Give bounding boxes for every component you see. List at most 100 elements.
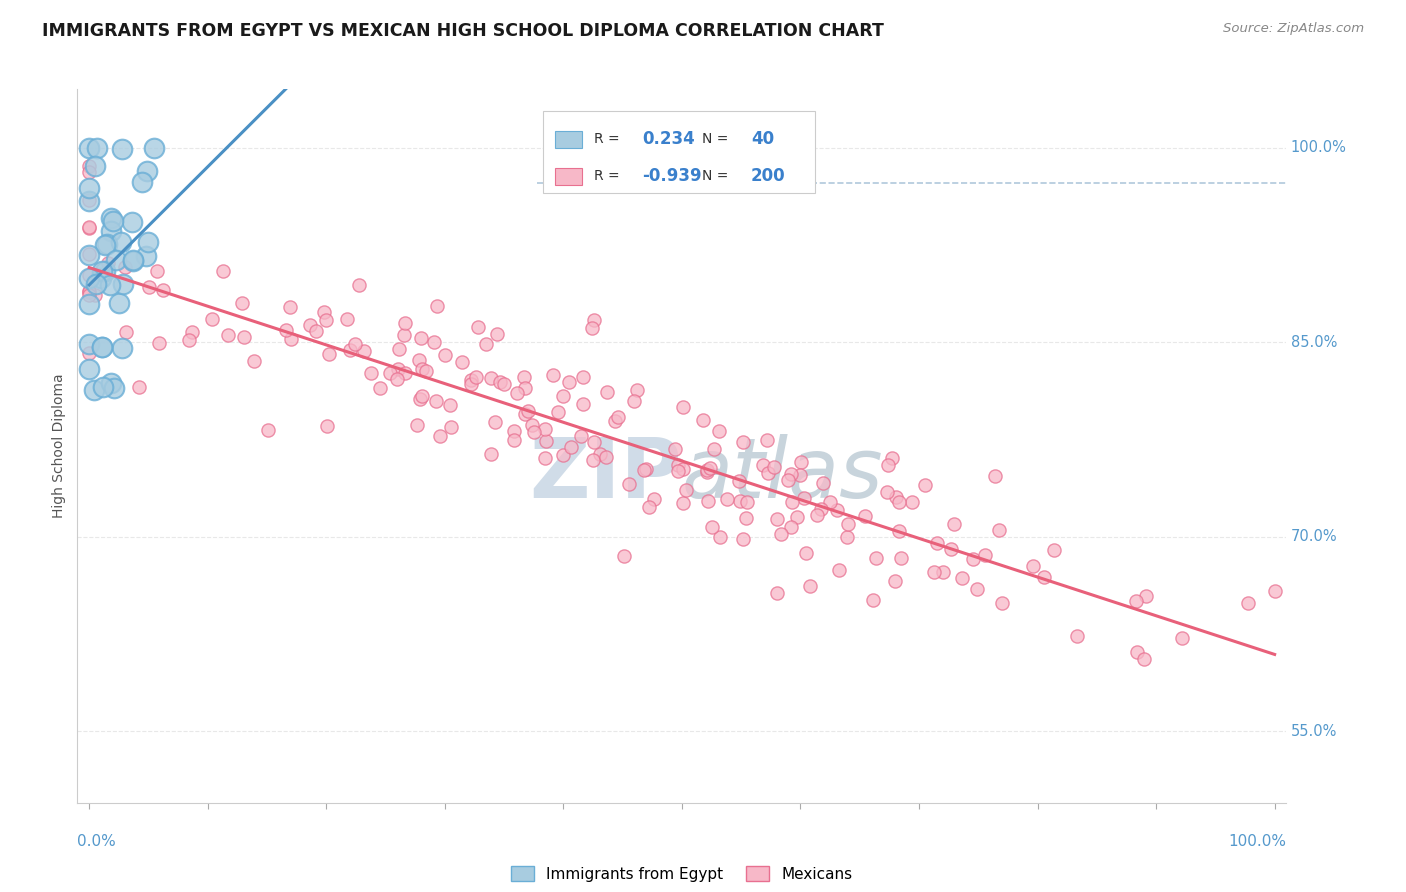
FancyBboxPatch shape: [555, 168, 582, 185]
Text: 70.0%: 70.0%: [1291, 529, 1337, 544]
Point: [394, 316, 416, 330]
Point: [1126, 645, 1149, 659]
Point: [637, 500, 659, 514]
Point: [988, 523, 1011, 537]
Text: 85.0%: 85.0%: [1291, 334, 1337, 350]
Text: ZIP: ZIP: [530, 434, 682, 515]
FancyBboxPatch shape: [543, 111, 815, 193]
Point: [111, 341, 134, 355]
Point: [533, 422, 555, 436]
Text: -0.939: -0.939: [643, 168, 702, 186]
Point: [460, 376, 482, 391]
Point: [122, 254, 145, 268]
Text: N =: N =: [703, 169, 733, 183]
Point: [925, 535, 948, 549]
Point: [474, 337, 496, 351]
Point: [707, 424, 730, 438]
Text: 40: 40: [751, 130, 773, 148]
Point: [558, 375, 581, 389]
Point: [177, 334, 200, 348]
Point: [666, 464, 689, 478]
Point: [114, 325, 136, 339]
Point: [778, 473, 800, 487]
Point: [595, 450, 617, 464]
Text: 55.0%: 55.0%: [1291, 724, 1337, 739]
Point: [1264, 583, 1286, 598]
Point: [411, 388, 433, 402]
Point: [828, 563, 851, 577]
Point: [148, 335, 170, 350]
Point: [97, 256, 120, 270]
Point: [889, 494, 911, 508]
Point: [755, 434, 778, 448]
Point: [280, 332, 302, 346]
Point: [392, 328, 415, 343]
Point: [100, 224, 122, 238]
Point: [890, 550, 912, 565]
Point: [735, 495, 758, 509]
Point: [675, 483, 697, 498]
Point: [607, 409, 630, 424]
Point: [703, 442, 725, 457]
Point: [131, 176, 153, 190]
Point: [596, 385, 619, 400]
Point: [451, 355, 474, 369]
Point: [83, 383, 105, 397]
Point: [696, 463, 718, 477]
Point: [233, 330, 256, 344]
Point: [336, 312, 359, 326]
Point: [429, 429, 451, 443]
Point: [617, 477, 640, 491]
Point: [520, 417, 543, 432]
Text: IMMIGRANTS FROM EGYPT VS MEXICAN HIGH SCHOOL DIPLOMA CORRELATION CHART: IMMIGRANTS FROM EGYPT VS MEXICAN HIGH SC…: [42, 22, 884, 40]
Point: [634, 462, 657, 476]
Point: [780, 520, 803, 534]
Point: [1043, 543, 1066, 558]
Point: [77, 271, 100, 285]
Point: [305, 324, 328, 338]
Point: [1171, 631, 1194, 645]
Point: [876, 458, 898, 473]
Point: [77, 336, 100, 351]
Point: [666, 458, 689, 472]
Point: [94, 264, 117, 278]
Point: [513, 370, 536, 384]
Point: [86, 140, 108, 154]
Point: [523, 425, 546, 439]
Point: [77, 247, 100, 261]
Point: [696, 494, 718, 508]
Point: [942, 516, 965, 531]
Point: [887, 524, 910, 539]
Point: [810, 502, 832, 516]
Point: [77, 288, 100, 302]
Point: [551, 448, 574, 462]
Point: [114, 260, 136, 275]
Point: [672, 462, 695, 476]
Point: [91, 264, 114, 278]
Point: [762, 460, 785, 475]
Point: [588, 447, 610, 461]
Point: [582, 453, 605, 467]
Point: [966, 582, 988, 596]
Point: [426, 299, 449, 313]
Point: [90, 271, 112, 285]
Point: [318, 347, 340, 361]
Point: [465, 370, 488, 384]
Point: [274, 323, 297, 337]
Point: [672, 496, 695, 510]
Point: [818, 495, 841, 509]
Y-axis label: High School Diploma: High School Diploma: [52, 374, 66, 518]
Point: [77, 221, 100, 235]
Text: 0.234: 0.234: [643, 130, 695, 148]
Point: [536, 434, 558, 448]
Point: [77, 181, 100, 195]
Point: [387, 372, 409, 386]
Point: [423, 334, 446, 349]
Point: [734, 511, 756, 525]
Point: [811, 475, 834, 490]
Point: [765, 585, 787, 599]
Point: [388, 342, 411, 356]
Point: [1135, 589, 1157, 603]
Point: [142, 140, 165, 154]
Point: [664, 442, 686, 456]
